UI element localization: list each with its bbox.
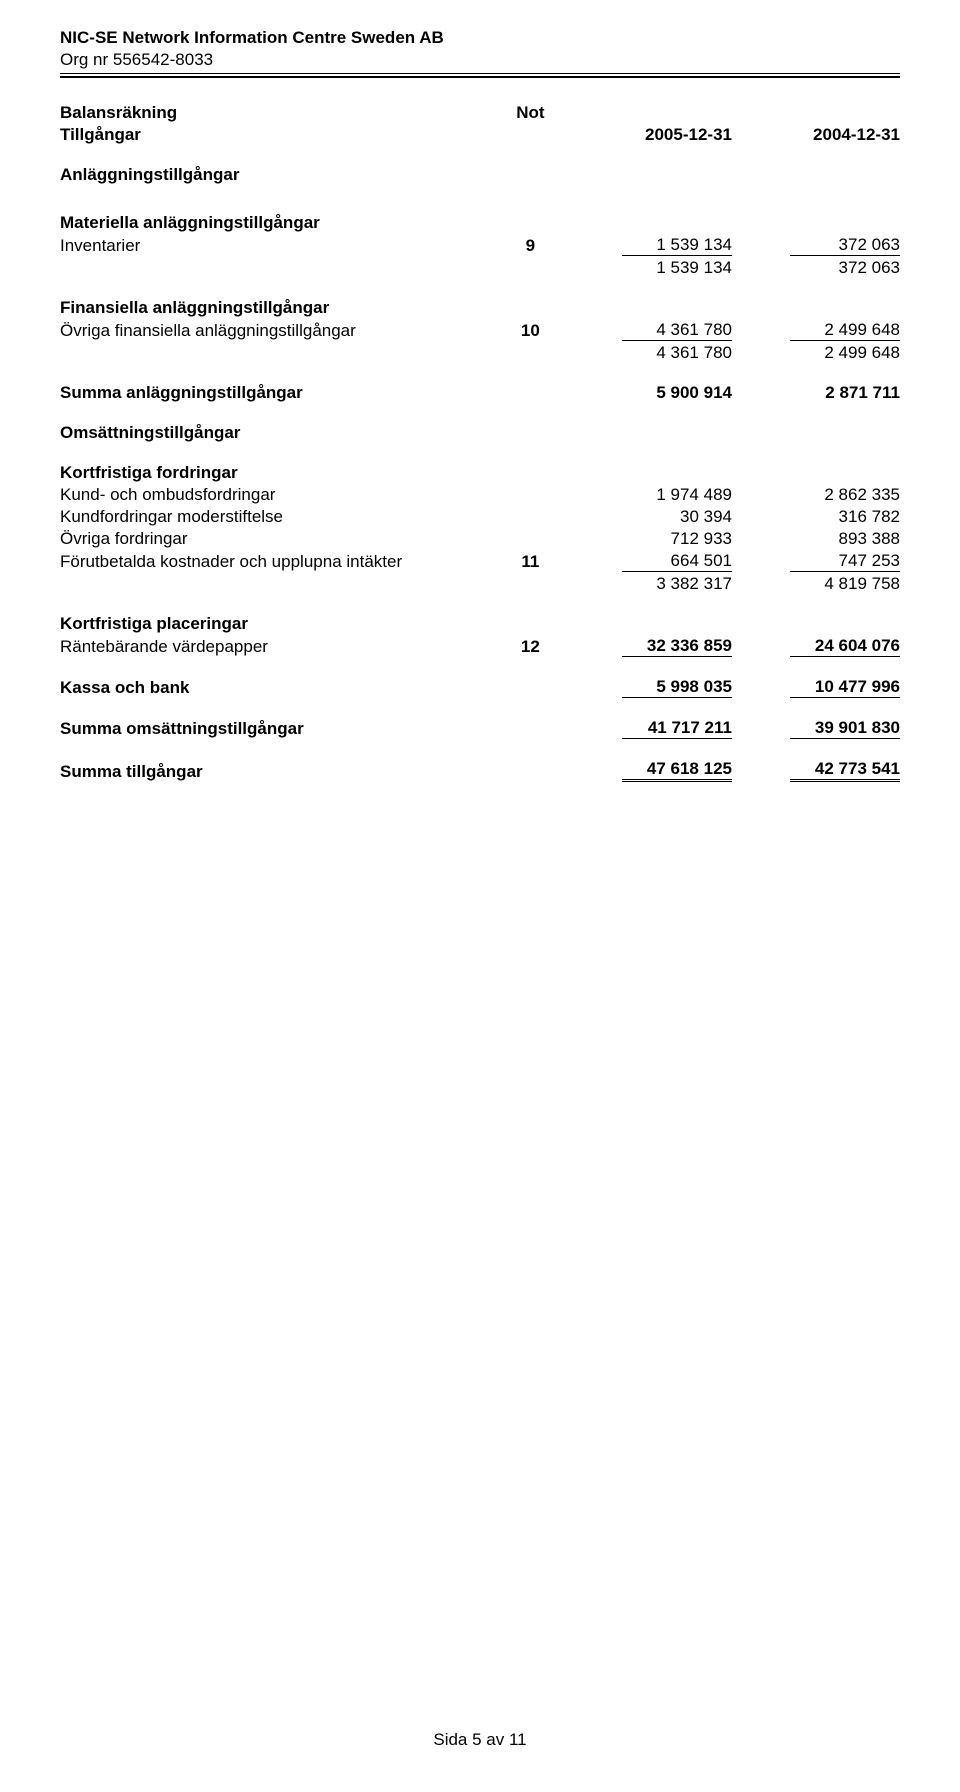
row-not: 9 (497, 234, 564, 257)
row-value: 2 871 711 (790, 383, 900, 403)
row-label: Kassa och bank (60, 676, 497, 699)
heading-kortfristiga-placeringar: Kortfristiga placeringar (60, 613, 497, 635)
table-row: 3 382 317 4 819 758 (60, 573, 900, 595)
row-value: 712 933 (622, 529, 732, 549)
row-label: Övriga finansiella anläggningstillgångar (60, 319, 497, 342)
row-label: Inventarier (60, 234, 497, 257)
row-value: 1 539 134 (622, 258, 732, 278)
row-label: Summa anläggningstillgångar (60, 382, 497, 404)
table-row: Omsättningstillgångar (60, 422, 900, 444)
row-value: 24 604 076 (790, 636, 900, 657)
table-row: Summa tillgångar 47 618 125 42 773 541 (60, 758, 900, 783)
row-value: 4 361 780 (622, 343, 732, 363)
row-value: 39 901 830 (790, 718, 900, 739)
header-rule (60, 76, 900, 78)
row-value: 3 382 317 (622, 574, 732, 594)
table-row: Kassa och bank 5 998 035 10 477 996 (60, 676, 900, 699)
table-row: Kund- och ombudsfordringar 1 974 489 2 8… (60, 484, 900, 506)
row-value: 30 394 (622, 507, 732, 527)
heading-anlaggning: Anläggningstillgångar (60, 164, 497, 186)
section-subtitle: Tillgångar (60, 124, 497, 146)
table-row: Anläggningstillgångar (60, 164, 900, 186)
row-label: Kundfordringar moderstiftelse (60, 506, 497, 528)
row-not: 10 (497, 319, 564, 342)
heading-finansiella: Finansiella anläggningstillgångar (60, 297, 497, 319)
table-row: Summa anläggningstillgångar 5 900 914 2 … (60, 382, 900, 404)
col-not-header: Not (497, 102, 564, 124)
balance-sheet-table: Balansräkning Not Tillgångar 2005-12-31 … (60, 102, 900, 783)
table-row: Kortfristiga placeringar (60, 613, 900, 635)
row-value: 747 253 (790, 551, 900, 572)
section-title: Balansräkning (60, 102, 497, 124)
row-label: Kund- och ombudsfordringar (60, 484, 497, 506)
table-row: Summa omsättningstillgångar 41 717 211 3… (60, 717, 900, 740)
table-row: Kortfristiga fordringar (60, 462, 900, 484)
table-row: Förutbetalda kostnader och upplupna intä… (60, 550, 900, 573)
row-value: 664 501 (622, 551, 732, 572)
col-date1: 2005-12-31 (564, 124, 732, 146)
table-row: Inventarier 9 1 539 134 372 063 (60, 234, 900, 257)
row-value: 41 717 211 (622, 718, 732, 739)
row-value: 5 900 914 (622, 383, 732, 403)
row-value: 893 388 (790, 529, 900, 549)
table-row: Kundfordringar moderstiftelse 30 394 316… (60, 506, 900, 528)
row-value: 42 773 541 (790, 759, 900, 782)
table-row: 4 361 780 2 499 648 (60, 342, 900, 364)
row-value: 4 819 758 (790, 574, 900, 594)
page-footer: Sida 5 av 11 (0, 1730, 960, 1750)
row-label: Räntebärande värdepapper (60, 635, 497, 658)
row-value: 372 063 (790, 235, 900, 256)
table-row: Finansiella anläggningstillgångar (60, 297, 900, 319)
row-not: 11 (497, 550, 564, 573)
table-row: Tillgångar 2005-12-31 2004-12-31 (60, 124, 900, 146)
row-not: 12 (497, 635, 564, 658)
table-row: 1 539 134 372 063 (60, 257, 900, 279)
company-name: NIC-SE Network Information Centre Sweden… (60, 28, 900, 48)
heading-materiella: Materiella anläggningstillgångar (60, 212, 497, 234)
row-label: Summa tillgångar (60, 758, 497, 783)
page-container: NIC-SE Network Information Centre Sweden… (0, 0, 960, 783)
row-value: 4 361 780 (622, 320, 732, 341)
row-value: 2 862 335 (790, 485, 900, 505)
row-value: 1 539 134 (622, 235, 732, 256)
table-row: Balansräkning Not (60, 102, 900, 124)
row-label: Summa omsättningstillgångar (60, 717, 497, 740)
row-label: Övriga fordringar (60, 528, 497, 550)
table-row: Materiella anläggningstillgångar (60, 212, 900, 234)
row-value: 5 998 035 (622, 677, 732, 698)
row-value: 316 782 (790, 507, 900, 527)
table-row: Övriga finansiella anläggningstillgångar… (60, 319, 900, 342)
row-value: 2 499 648 (790, 343, 900, 363)
row-value: 2 499 648 (790, 320, 900, 341)
row-label: Förutbetalda kostnader och upplupna intä… (60, 550, 497, 573)
row-value: 32 336 859 (622, 636, 732, 657)
row-value: 372 063 (790, 258, 900, 278)
heading-omsattning: Omsättningstillgångar (60, 422, 497, 444)
table-row: Räntebärande värdepapper 12 32 336 859 2… (60, 635, 900, 658)
row-value: 47 618 125 (622, 759, 732, 782)
org-number: Org nr 556542-8033 (60, 50, 900, 74)
heading-kortfristiga-fordringar: Kortfristiga fordringar (60, 462, 497, 484)
table-row: Övriga fordringar 712 933 893 388 (60, 528, 900, 550)
row-value: 10 477 996 (790, 677, 900, 698)
row-value: 1 974 489 (622, 485, 732, 505)
col-date2: 2004-12-31 (732, 124, 900, 146)
